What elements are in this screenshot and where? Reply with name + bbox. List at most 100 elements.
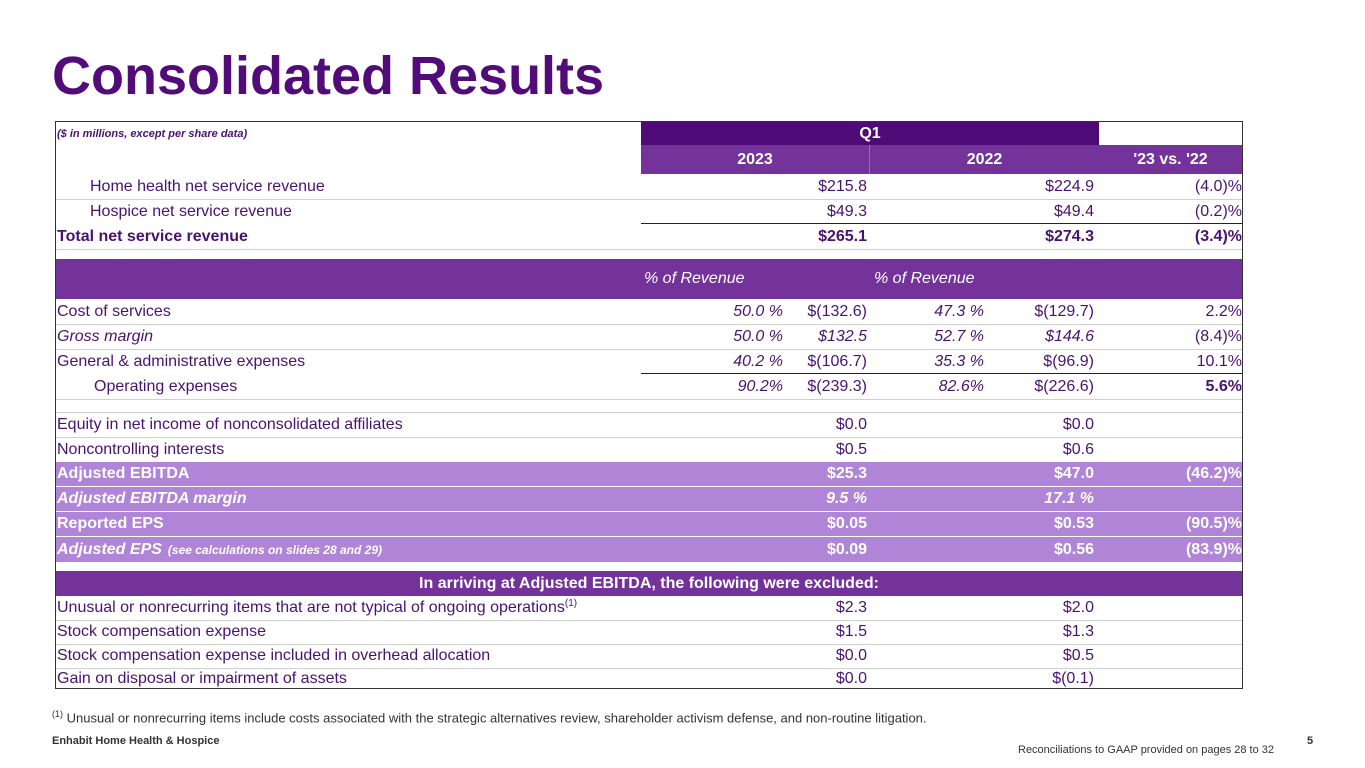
row-label: Gross margin — [57, 327, 154, 345]
row-label: Total net service revenue — [57, 227, 248, 245]
row-label: Adjusted EPS — [57, 540, 162, 558]
value-2023: $1.5 — [835, 623, 867, 640]
value-2022: $144.6 — [1045, 327, 1094, 345]
pct-2023: 90.2% — [737, 377, 783, 395]
value-2022: $0.53 — [1053, 515, 1094, 532]
table-row: Equity in net income of nonconsolidated … — [56, 412, 1242, 438]
footnote: (1) Unusual or nonrecurring items includ… — [52, 709, 927, 725]
table-row: Unusual or nonrecurring items that are n… — [56, 596, 1242, 621]
highlight-row-reported-eps: Reported EPS $0.05 $0.53 (90.5)% — [56, 512, 1242, 537]
value-2022: $0.6 — [1062, 440, 1094, 458]
col-change-header: '23 vs. '22 — [1099, 145, 1242, 174]
value-2022: $1.3 — [1062, 623, 1094, 640]
value-2022: $49.4 — [1053, 202, 1094, 220]
pct-2022: 82.6% — [938, 377, 984, 395]
excluded-header: In arriving at Adjusted EBITDA, the foll… — [419, 574, 879, 592]
value-change: 5.6% — [1205, 377, 1242, 395]
value-2022: $2.0 — [1062, 599, 1094, 616]
col-2022-header: 2022 — [870, 145, 1099, 174]
value-2023: $0.09 — [826, 540, 867, 558]
value-2022: $(129.7) — [1034, 302, 1094, 320]
table-row: Gain on disposal or impairment of assets… — [56, 668, 1242, 689]
value-2022: $(226.6) — [1034, 377, 1094, 395]
value-2023: $(106.7) — [807, 352, 867, 370]
page-title: Consolidated Results — [52, 46, 605, 106]
value-2023: $0.0 — [835, 415, 867, 433]
row-label: Noncontrolling interests — [57, 440, 225, 458]
row-label: Unusual or nonrecurring items that are n… — [57, 599, 565, 616]
table-row: Operating expenses 90.2% $(239.3) 82.6% … — [56, 374, 1242, 400]
reconciliation-note: Reconciliations to GAAP provided on page… — [1018, 744, 1275, 756]
row-label: General & administrative expenses — [57, 352, 306, 370]
row-label: Stock compensation expense included in o… — [57, 647, 491, 664]
spacer-row — [56, 399, 1242, 413]
value-change: 2.2% — [1205, 302, 1242, 320]
units-note: ($ in millions, except per share data) — [57, 127, 248, 140]
row-label: Stock compensation expense — [57, 623, 267, 640]
pct-2023-header: % of Revenue — [644, 270, 745, 287]
value-2023: $265.1 — [818, 227, 867, 245]
value-change: (0.2)% — [1194, 202, 1242, 220]
value-2023: $0.05 — [826, 515, 867, 532]
value-2022: 17.1 % — [1044, 490, 1094, 507]
table-row: General & administrative expenses 40.2 %… — [56, 349, 1242, 374]
value-2023: $0.0 — [835, 647, 867, 664]
value-2023: $0.0 — [835, 669, 867, 687]
footnote-ref: (1) — [564, 598, 578, 609]
row-label-cell: Unusual or nonrecurring items that are n… — [56, 596, 577, 620]
value-change: (46.2)% — [1185, 465, 1242, 482]
pct-2022-header: % of Revenue — [874, 270, 975, 287]
row-label: Home health net service revenue — [90, 177, 325, 195]
value-2022: $274.3 — [1045, 227, 1094, 245]
row-label: Reported EPS — [57, 515, 164, 532]
pct-2022: 47.3 % — [934, 302, 984, 320]
table-row: Noncontrolling interests $0.5 $0.6 — [56, 437, 1242, 463]
row-label: Operating expenses — [94, 377, 238, 395]
highlight-row-ebitda-margin: Adjusted EBITDA margin 9.5 % 17.1 % — [56, 487, 1242, 512]
pct-revenue-header-row: % of Revenue % of Revenue — [56, 259, 1242, 299]
table-row: Home health net service revenue $215.8 $… — [56, 174, 1242, 200]
value-change: (90.5)% — [1185, 515, 1242, 532]
value-2023: $0.5 — [835, 440, 867, 458]
value-2023: $(239.3) — [807, 377, 867, 395]
table-row: Stock compensation expense $1.5 $1.3 — [56, 620, 1242, 645]
table-row: Gross margin 50.0 % $132.5 52.7 % $144.6… — [56, 324, 1242, 350]
row-label: Hospice net service revenue — [90, 202, 292, 220]
results-table: ($ in millions, except per share data) Q… — [55, 121, 1243, 689]
value-2023: $(132.6) — [807, 302, 867, 320]
pct-2022: 52.7 % — [934, 327, 984, 345]
value-change: 10.1% — [1196, 352, 1242, 370]
value-2023: $49.3 — [826, 202, 867, 220]
table-header-years-row: 2023 2022 '23 vs. '22 — [56, 145, 1242, 174]
value-2022: $0.56 — [1053, 540, 1094, 558]
value-2023: $215.8 — [818, 177, 867, 195]
value-2023: $25.3 — [826, 465, 867, 482]
table-row-total: Total net service revenue $265.1 $274.3 … — [56, 224, 1242, 250]
highlight-row-adjusted-ebitda: Adjusted EBITDA $25.3 $47.0 (46.2)% — [56, 462, 1242, 487]
company-name: Enhabit Home Health & Hospice — [52, 735, 220, 747]
table-row: Stock compensation expense included in o… — [56, 644, 1242, 669]
value-2022: $224.9 — [1045, 177, 1094, 195]
excluded-header-row: In arriving at Adjusted EBITDA, the foll… — [56, 571, 1242, 596]
value-change: (3.4)% — [1194, 227, 1242, 245]
value-change: (83.9)% — [1185, 540, 1242, 558]
value-change: (4.0)% — [1194, 177, 1242, 195]
value-2023: 9.5 % — [826, 490, 867, 507]
value-2022: $0.5 — [1062, 647, 1094, 664]
table-row: Hospice net service revenue $49.3 $49.4 … — [56, 199, 1242, 224]
pct-2023: 50.0 % — [733, 327, 783, 345]
col-2023-header: 2023 — [641, 145, 870, 174]
value-2022: $(96.9) — [1043, 352, 1094, 370]
value-2022: $0.0 — [1062, 415, 1094, 433]
highlight-row-adjusted-eps: Adjusted EPS (see calculations on slides… — [56, 537, 1242, 562]
value-2023: $2.3 — [835, 599, 867, 616]
pct-2023: 40.2 % — [733, 352, 783, 370]
footnote-marker: (1) — [52, 709, 63, 719]
pct-2023: 50.0 % — [733, 302, 783, 320]
table-row: Cost of services 50.0 % $(132.6) 47.3 % … — [56, 299, 1242, 325]
period-header: Q1 — [641, 122, 1099, 145]
row-label: Adjusted EBITDA margin — [57, 490, 247, 507]
page-number: 5 — [1307, 735, 1314, 747]
row-label: Cost of services — [57, 302, 171, 320]
pct-2022: 35.3 % — [934, 352, 984, 370]
